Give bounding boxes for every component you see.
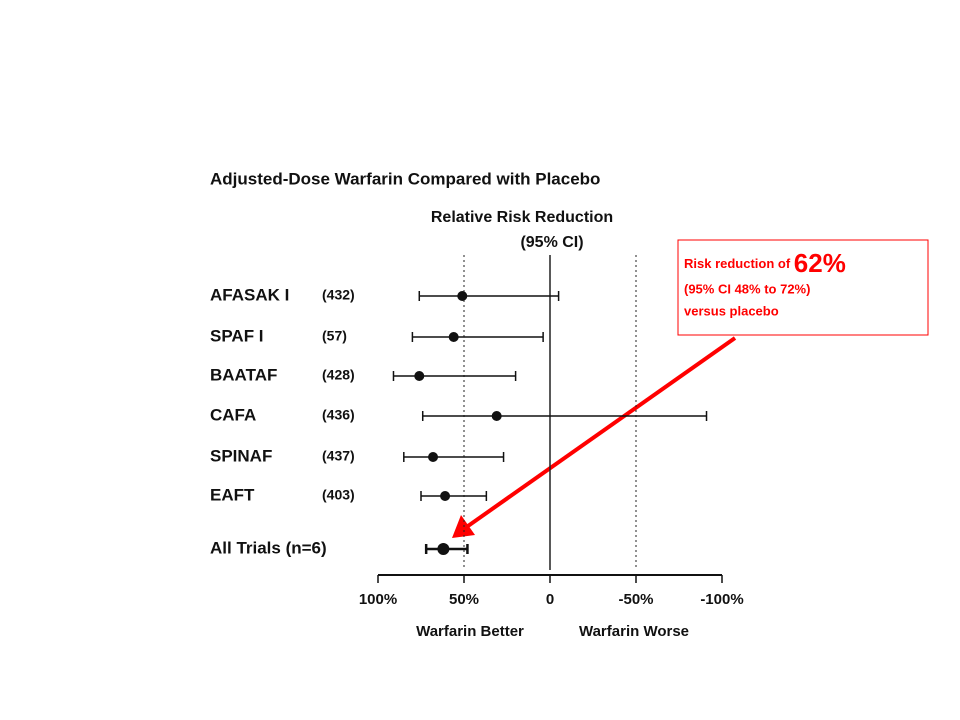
annotation-box	[677, 239, 929, 336]
x-tick-label: 100%	[359, 591, 397, 608]
annotation	[452, 239, 929, 538]
point-estimate	[491, 411, 502, 421]
x-tick-label: -100%	[700, 591, 743, 608]
study-label: SPINAF	[210, 446, 272, 465]
subtitle: (95% CI)	[520, 234, 583, 251]
subtitle: Relative Risk Reduction	[431, 209, 613, 226]
study-label: AFASAK I	[210, 285, 289, 304]
chart-title: Adjusted-Dose Warfarin Compared with Pla…	[210, 169, 600, 188]
study-count: (57)	[322, 328, 347, 344]
annotation-text: Risk reduction of 62%	[684, 248, 846, 278]
study-label: CAFA	[210, 405, 256, 424]
arrow	[466, 336, 737, 528]
point-estimate	[437, 543, 450, 555]
study-count: (432)	[322, 287, 355, 303]
study-label: All Trials (n=6)	[210, 538, 327, 557]
annotation-text: (95% CI 48% to 72%)	[684, 281, 810, 296]
x-axis-label: Warfarin Worse	[579, 623, 689, 640]
study-count: (403)	[322, 487, 355, 503]
x-tick-label: -50%	[618, 591, 653, 608]
study-label: SPAF I	[210, 326, 264, 345]
study-count: (436)	[322, 407, 355, 423]
annotation-highlight: 62%	[794, 248, 846, 278]
point-estimate	[414, 371, 425, 381]
annotation-text: Risk reduction of	[684, 256, 794, 271]
study-count: (437)	[322, 448, 355, 464]
point-estimate	[440, 491, 451, 501]
point-estimate	[428, 452, 439, 462]
point-estimate	[448, 332, 459, 342]
study-count: (428)	[322, 367, 355, 383]
point-estimate	[457, 291, 468, 301]
x-axis-label: Warfarin Better	[416, 623, 524, 640]
annotation-text: versus placebo	[684, 303, 779, 318]
study-label: EAFT	[210, 485, 255, 504]
study-label: BAATAF	[210, 365, 277, 384]
x-tick-label: 50%	[449, 591, 479, 608]
x-tick-label: 0	[546, 591, 554, 608]
